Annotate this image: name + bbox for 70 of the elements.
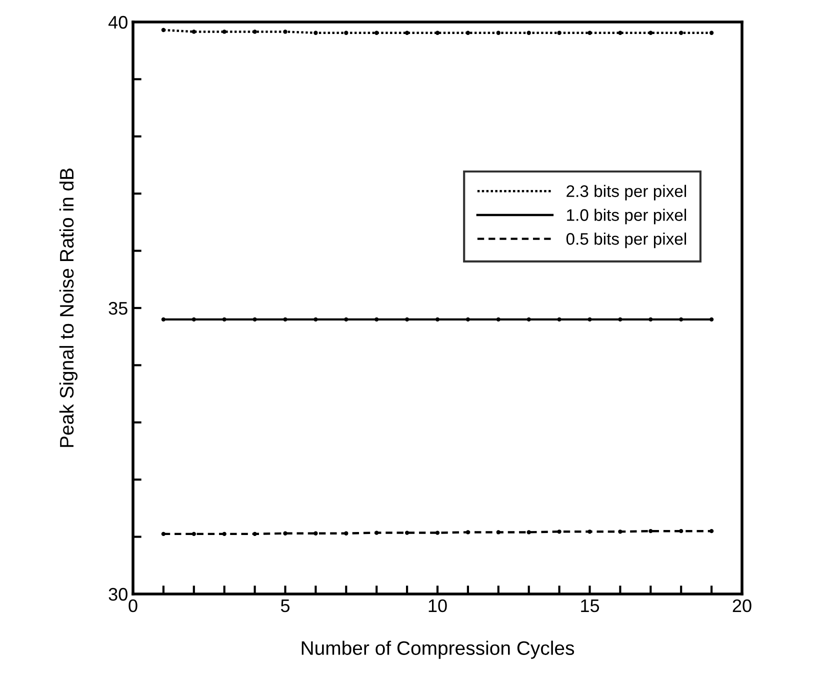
x-tick-label: 20 — [732, 599, 752, 612]
point — [344, 317, 348, 322]
point — [283, 531, 288, 536]
point — [252, 532, 257, 536]
point — [588, 30, 592, 35]
point — [709, 317, 714, 322]
point — [222, 317, 226, 322]
point — [466, 30, 470, 35]
point — [526, 530, 531, 534]
y-tick-label: 35 — [108, 302, 128, 315]
point — [404, 30, 410, 35]
point — [192, 317, 196, 322]
point — [222, 532, 226, 536]
x-tick-label: 10 — [428, 599, 447, 612]
point — [496, 30, 500, 35]
x-tick-label: 5 — [280, 600, 290, 612]
point — [222, 30, 226, 34]
point — [466, 530, 470, 534]
point — [314, 317, 318, 322]
y-tick-label: 30 — [108, 588, 128, 601]
point — [283, 317, 288, 322]
x-axis-title: Number of Compression Cycles — [302, 640, 574, 659]
point — [466, 317, 470, 322]
point — [344, 531, 348, 536]
x-tick-label: 0 — [128, 599, 138, 612]
point — [314, 30, 318, 35]
point — [618, 317, 622, 322]
point — [557, 317, 562, 322]
point — [374, 30, 379, 35]
point — [588, 317, 592, 322]
y-axis-title: Peak Signal to Noise Ratio in dB — [59, 168, 78, 447]
point — [252, 317, 257, 322]
point — [192, 30, 196, 34]
point — [618, 530, 622, 534]
point — [648, 528, 653, 534]
point — [252, 30, 257, 34]
legend-label: 2.3 bits per pixel — [566, 184, 686, 200]
point — [435, 317, 440, 322]
point — [648, 30, 653, 35]
point — [404, 530, 410, 535]
point — [344, 30, 348, 35]
point — [374, 530, 379, 535]
point — [496, 530, 500, 534]
point — [192, 532, 196, 536]
point — [283, 30, 288, 34]
point — [161, 532, 166, 536]
point — [435, 30, 440, 35]
point — [679, 528, 684, 534]
point — [526, 30, 531, 35]
point — [679, 30, 684, 35]
point — [709, 528, 714, 534]
point — [709, 30, 714, 35]
point — [404, 317, 410, 322]
legend-label: 1.0 bits per pixel — [567, 208, 686, 224]
point — [374, 317, 379, 322]
point — [648, 317, 653, 322]
point — [161, 317, 166, 322]
x-tick-label: 15 — [581, 600, 600, 612]
point — [557, 30, 562, 35]
point — [161, 28, 166, 32]
point — [588, 530, 592, 534]
point — [526, 317, 531, 322]
point — [435, 530, 440, 535]
point — [679, 317, 684, 322]
point — [314, 531, 318, 536]
y-tick-label: 40 — [108, 16, 128, 29]
point — [496, 317, 500, 322]
point — [618, 30, 622, 35]
point — [557, 530, 562, 534]
legend-label: 0.5 bits per pixel — [566, 232, 686, 248]
